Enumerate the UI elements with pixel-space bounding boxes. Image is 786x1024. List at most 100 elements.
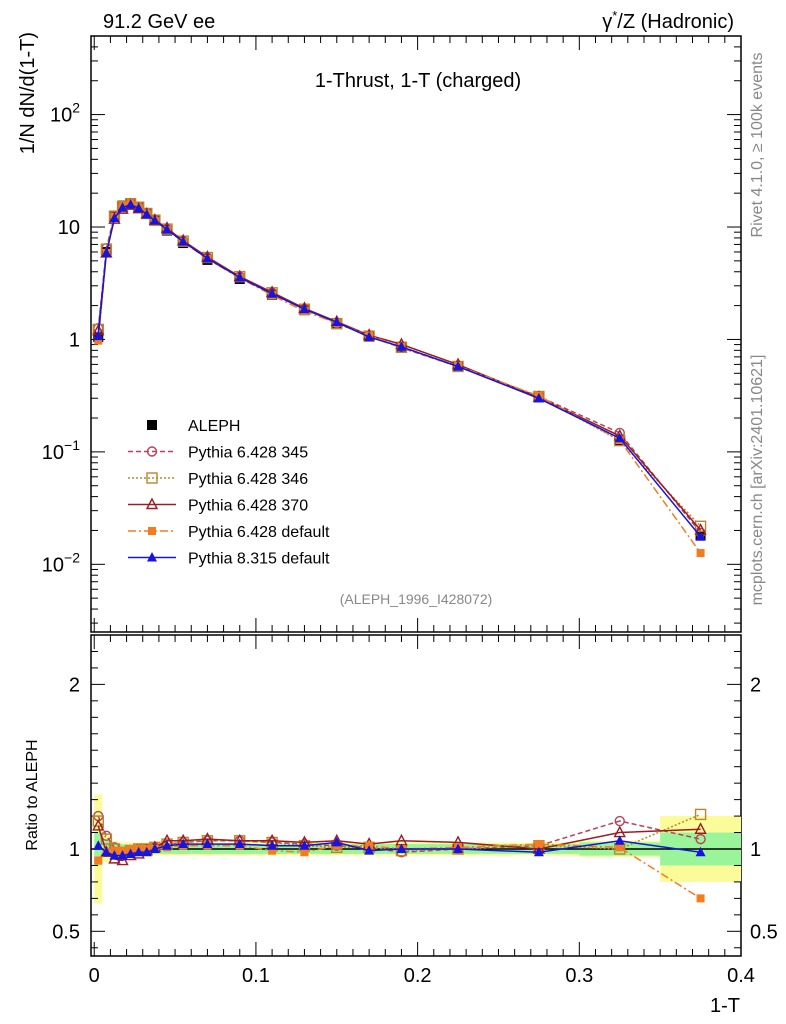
ratio-point-series-4	[93, 840, 104, 850]
ratio-point-series-4	[533, 846, 544, 857]
ratio-y-tick-label-right: 0.5	[750, 921, 778, 943]
ratio-point-series-3	[615, 843, 624, 852]
series-point-series-3	[696, 549, 705, 558]
ratio-point-series-3	[300, 848, 309, 857]
series-point-series-4	[109, 212, 120, 223]
series-point-series-4	[149, 215, 160, 225]
legend-label: ALEPH	[188, 418, 240, 435]
x-axis-label: 1-T	[710, 995, 740, 1017]
legend-marker	[146, 472, 158, 484]
ratio-point-series-4	[178, 838, 189, 849]
series-point-series-4	[453, 360, 464, 371]
ratio-point-series-4	[133, 846, 144, 857]
x-tick-label: 0.3	[565, 965, 593, 987]
analysis-id-label: (ALEPH_1996_I428072)	[340, 591, 493, 607]
series-point-series-4	[364, 331, 375, 342]
ratio-point-series-3	[696, 894, 705, 903]
legend-marker	[145, 497, 159, 510]
series-point-series-4	[331, 316, 342, 327]
ratio-axis-ticks: 0 0.1 0.2 0.3 0.4 0.5 0.5 1 1 2 2	[52, 634, 778, 987]
ratio-point-series-3	[534, 840, 543, 849]
legend-marker	[147, 420, 157, 430]
series-point-series-4	[202, 252, 213, 263]
ratio-y-tick-label: 2	[69, 674, 80, 696]
series-point-series-4	[234, 272, 245, 282]
main-panel-frame	[90, 35, 742, 633]
x-tick-label: 0.4	[727, 965, 755, 987]
ratio-point-series-4	[109, 850, 120, 860]
ratio-point-series-4	[161, 840, 172, 850]
ratio-point-series-4	[117, 850, 128, 860]
y-tick-label: 102	[50, 100, 80, 127]
series-point-series-4	[695, 531, 706, 541]
ratio-point-series-4	[614, 835, 625, 845]
series-point-series-4	[101, 247, 112, 257]
mcplots-label: mcplots.cern.ch [arXiv:2401.10621]	[749, 355, 766, 606]
ratio-point-series-4	[396, 843, 407, 853]
ratio-point-series-1	[694, 808, 707, 821]
ratio-panel-frame	[90, 634, 742, 957]
ratio-point-series-0	[614, 815, 625, 827]
legend-label: Pythia 6.428 345	[188, 445, 308, 462]
series-point-series-4	[614, 432, 625, 443]
ratio-point-series-4	[101, 846, 112, 857]
ratio-point-series-4	[141, 846, 152, 857]
series-point-series-4	[161, 224, 172, 234]
series-point-series-4	[93, 330, 104, 341]
legend-label: Pythia 6.428 370	[188, 498, 308, 515]
ratio-point-series-3	[94, 856, 103, 865]
ratio-point-series-2	[92, 818, 105, 831]
main-axis-ticks: 102 10 1 10−1 10−2	[42, 35, 742, 632]
series-point-series-4	[396, 341, 407, 351]
ratio-curves	[92, 808, 707, 903]
ratio-point-series-4	[364, 845, 375, 855]
ratio-point-series-4	[125, 848, 136, 858]
x-tick-label: 0	[89, 965, 100, 987]
ratio-point-series-4	[331, 836, 342, 847]
series-point-series-4	[125, 199, 136, 209]
series-point-series-4	[178, 236, 189, 246]
series-point-series-4	[141, 208, 152, 219]
series-point-series-3	[94, 336, 103, 345]
ratio-point-series-2	[694, 822, 707, 834]
ratio-point-series-4	[267, 840, 278, 850]
main-curves	[92, 197, 707, 558]
legend-label: Pythia 6.428 346	[188, 471, 308, 488]
ratio-point-series-4	[299, 840, 310, 850]
ratio-y-tick-label-right: 1	[750, 839, 761, 861]
plot-title: 1-Thrust, 1-T (charged)	[315, 70, 521, 92]
series-point-series-4	[133, 202, 144, 213]
ratio-point-series-4	[234, 838, 245, 849]
series-point-series-4	[533, 392, 544, 403]
ratio-point-series-1	[100, 833, 113, 845]
y-tick-label: 1	[69, 329, 80, 351]
series-point-series-4	[117, 202, 128, 212]
ratio-y-axis-label: Ratio to ALEPH	[24, 739, 41, 850]
header-process-label: γ*/Z (Hadronic)	[602, 8, 734, 33]
series-point-series-4	[299, 303, 310, 314]
legend-label: Pythia 6.428 default	[188, 524, 330, 541]
x-tick-label: 0.2	[404, 965, 432, 987]
y-tick-label: 10−1	[42, 437, 80, 464]
x-tick-label: 0.1	[242, 965, 270, 987]
header-energy-label: 91.2 GeV ee	[103, 11, 215, 33]
series-point-series-4	[267, 288, 278, 298]
legend-marker	[147, 552, 157, 562]
ratio-point-series-0	[695, 833, 706, 845]
ratio-point-series-3	[268, 846, 277, 855]
y-tick-label: 10	[58, 217, 80, 239]
y-tick-label: 10−2	[42, 549, 80, 576]
ratio-point-series-4	[453, 843, 464, 853]
legend-marker	[146, 446, 158, 457]
ratio-y-tick-label: 0.5	[52, 921, 80, 943]
ratio-point-series-4	[202, 838, 213, 849]
ratio-y-tick-label: 1	[69, 839, 80, 861]
legend: ALEPH Pythia 6.428 345 Pythia 6.428 346 Pyt…	[128, 418, 330, 568]
ratio-point-series-4	[695, 846, 706, 857]
ratio-y-tick-label-right: 2	[750, 674, 761, 696]
legend-label: Pythia 8.315 default	[188, 551, 330, 568]
rivet-version-label: Rivet 4.1.0, ≥ 100k events	[749, 53, 766, 238]
legend-marker	[148, 527, 156, 535]
ratio-point-series-4	[149, 843, 160, 853]
